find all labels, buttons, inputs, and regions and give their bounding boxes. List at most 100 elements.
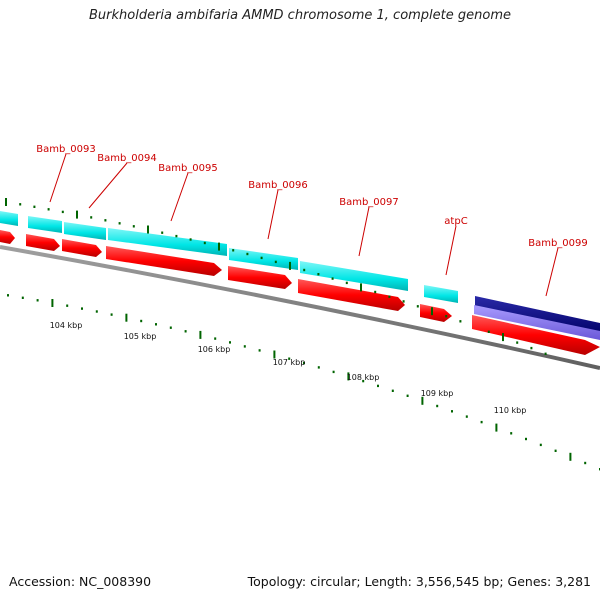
outer-minor-tick — [19, 203, 22, 206]
outer-minor-tick — [232, 249, 235, 252]
scale-minor-tick — [362, 379, 365, 383]
outer-major-tick — [431, 307, 433, 316]
scale-major-tick — [569, 452, 572, 461]
gene-segment — [424, 285, 458, 303]
scale-minor-tick — [510, 432, 513, 435]
outer-minor-tick — [189, 238, 192, 241]
scale-minor-tick — [288, 357, 291, 360]
outer-minor-tick — [416, 305, 419, 308]
outer-major-tick — [76, 210, 78, 219]
cds-arrow — [106, 246, 222, 276]
scale-label: 107 kbp — [273, 358, 306, 367]
outer-minor-tick — [331, 277, 334, 280]
outer-minor-tick — [445, 315, 448, 318]
outer-minor-tick — [246, 252, 249, 256]
outer-minor-tick — [402, 300, 405, 303]
scale-major-tick — [347, 372, 350, 381]
scale-minor-tick — [95, 310, 98, 313]
gene-segment — [229, 248, 298, 270]
cds-arrow — [472, 315, 600, 355]
scale-minor-tick — [214, 337, 217, 340]
scale-minor-tick — [317, 366, 320, 369]
gene-segment — [64, 222, 106, 240]
outer-major-tick — [360, 283, 362, 292]
scale-minor-tick — [525, 437, 527, 441]
gene-segment — [0, 211, 18, 226]
leader-line — [88, 162, 128, 209]
scale-minor-tick — [554, 449, 557, 452]
cds-row — [0, 230, 600, 355]
scale-minor-tick — [110, 313, 113, 316]
scale-major-tick — [273, 350, 276, 359]
gene-label: Bamb_0099 — [528, 238, 588, 249]
gene-segment — [300, 261, 408, 291]
outer-minor-tick — [274, 260, 277, 264]
scale-minor-tick — [66, 304, 69, 307]
scale-minor-tick — [406, 394, 409, 397]
outer-minor-tick — [374, 290, 377, 294]
scale-minor-tick — [184, 330, 187, 333]
gene-label: Bamb_0097 — [339, 197, 399, 208]
scale-label: 109 kbp — [421, 389, 454, 398]
outer-minor-tick — [317, 273, 320, 276]
gene-labels: Bamb_0093 Bamb_0094 Bamb_0095 Bamb_0096 … — [36, 144, 588, 297]
scale-minor-tick — [480, 420, 483, 424]
scale-major-tick — [51, 299, 54, 307]
scale-ring — [7, 294, 600, 471]
scale-minor-tick — [36, 299, 39, 302]
scale-label: 105 kbp — [124, 332, 157, 341]
outer-minor-tick — [104, 219, 107, 222]
scale-minor-tick — [140, 319, 143, 323]
outer-minor-tick — [345, 281, 348, 285]
scale-minor-tick — [539, 443, 542, 447]
gene-segment — [28, 216, 62, 233]
outer-minor-tick — [33, 205, 36, 208]
scale-minor-tick — [243, 345, 246, 348]
cds-arrow — [62, 239, 102, 257]
outer-major-tick — [218, 242, 220, 251]
leader-line — [267, 189, 279, 240]
scale-minor-tick — [465, 415, 468, 418]
cds-arrow — [298, 279, 405, 311]
scale-labels: 104 kbp 105 kbp 106 kbp 107 kbp 108 kbp … — [50, 321, 527, 415]
outer-major-tick — [289, 261, 291, 270]
outer-minor-tick — [118, 222, 121, 225]
leader-line — [545, 247, 559, 297]
genome-summary: Topology: circular; Length: 3,556,545 bp… — [247, 574, 591, 589]
scale-major-tick — [125, 313, 128, 322]
scale-label: 106 kbp — [198, 345, 231, 354]
scale-label: 104 kbp — [50, 321, 83, 330]
cds-arrow — [228, 266, 292, 289]
leader-line — [358, 206, 370, 257]
outer-minor-tick — [90, 216, 93, 219]
accession-label: Accession: NC_008390 — [9, 574, 152, 589]
scale-minor-tick — [377, 384, 379, 388]
scale-minor-tick — [81, 307, 83, 310]
outer-minor-tick — [260, 256, 263, 260]
scale-major-tick — [199, 330, 202, 339]
gene-label: Bamb_0093 — [36, 144, 96, 155]
outer-major-tick — [5, 198, 7, 206]
gene-label: atpC — [444, 216, 467, 227]
scale-minor-tick — [451, 410, 453, 413]
scale-minor-tick — [436, 404, 439, 408]
scale-minor-tick — [303, 361, 305, 365]
scale-label: 110 kbp — [494, 406, 527, 415]
scale-minor-tick — [332, 370, 335, 374]
scale-minor-tick — [229, 341, 231, 344]
scale-minor-tick — [7, 294, 9, 297]
outer-minor-tick — [459, 320, 462, 323]
outer-minor-tick — [161, 231, 164, 234]
outer-minor-tick — [132, 225, 135, 228]
cds-arrow — [26, 234, 60, 251]
scale-minor-tick — [155, 323, 157, 326]
outer-minor-tick — [516, 341, 519, 344]
outer-minor-tick — [388, 295, 391, 298]
scale-minor-tick — [21, 296, 24, 299]
scale-major-tick — [421, 396, 424, 405]
backbone-line — [0, 245, 600, 370]
outer-minor-tick — [203, 241, 206, 245]
gene-row-top — [0, 211, 458, 303]
outer-minor-tick — [487, 330, 490, 333]
